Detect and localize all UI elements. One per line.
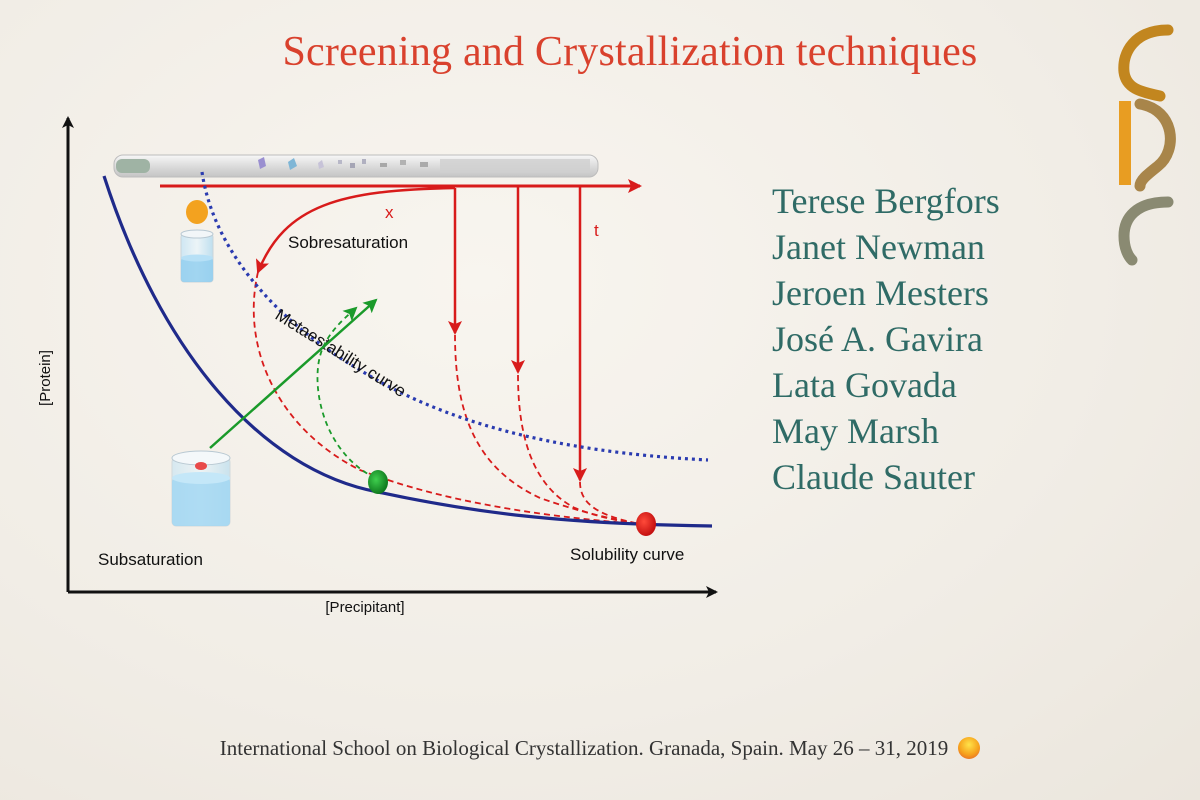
arrow-t-label: t (594, 221, 599, 240)
author-name: May Marsh (772, 411, 939, 451)
red-dashed-paths (252, 271, 641, 525)
small-beaker-icon (180, 229, 214, 283)
green-dot (368, 470, 388, 494)
logo-icon (1118, 24, 1176, 266)
author-name: José A. Gavira (772, 319, 983, 359)
orange-dot (186, 200, 208, 224)
slide-footer: International School on Biological Cryst… (0, 736, 1200, 761)
sobresaturation-label: Sobresaturation (288, 233, 408, 252)
author-name: Janet Newman (772, 227, 985, 267)
y-axis-label: [Protein] (37, 350, 54, 406)
green-dashed-arrow (316, 306, 376, 479)
author-name: Claude Sauter (772, 457, 975, 497)
x-axis-label: [Precipitant] (325, 599, 404, 616)
large-beaker-icon (171, 450, 231, 527)
red-dot (636, 512, 656, 536)
orange-dot-icon (958, 737, 981, 759)
subsaturation-label: Subsaturation (98, 550, 203, 569)
solubility-curve-label: Solubility curve (570, 545, 684, 564)
metastability-curve (200, 171, 709, 462)
author-name: Jeroen Mesters (772, 273, 989, 313)
red-curved-arrow (256, 186, 456, 274)
author-name: Lata Govada (772, 365, 957, 405)
author-name: Terese Bergfors (772, 181, 1000, 221)
solubility-curve (102, 175, 713, 528)
author-list: Terese Bergfors Janet Newman Jeroen Mest… (772, 178, 1000, 500)
capillary-tube (113, 154, 599, 178)
green-arrow (209, 298, 378, 449)
slide-title: Screening and Crystallization techniques (282, 29, 978, 75)
metastability-curve-label: Metaestability curve (272, 305, 409, 401)
footer-text: International School on Biological Cryst… (219, 736, 949, 760)
arrow-x-label: x (385, 203, 394, 222)
